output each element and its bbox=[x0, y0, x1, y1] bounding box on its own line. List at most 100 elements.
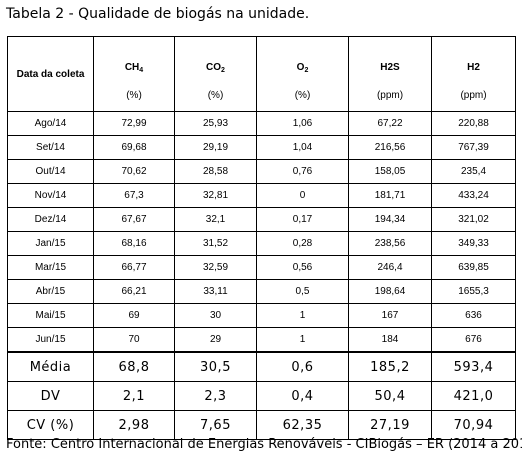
cell: 69 bbox=[93, 303, 175, 328]
row-date: Out/14 bbox=[7, 159, 94, 184]
cell: 33,11 bbox=[174, 279, 257, 304]
row-date: Jun/15 bbox=[7, 327, 94, 353]
data-rows: Ago/14 72,99 25,93 1,06 67,22 220,88 Set/14 69… bbox=[7, 111, 516, 353]
cell: 25,93 bbox=[174, 111, 257, 136]
column-header-ch4: CH4 bbox=[93, 36, 175, 79]
table-row: Mai/15 69 30 1 167 636 bbox=[7, 303, 516, 328]
cell: 2,98 bbox=[93, 410, 175, 440]
unit-h2s: (ppm) bbox=[348, 79, 432, 112]
summary-row-dv: DV 2,1 2,3 0,4 50,4 421,0 bbox=[7, 381, 516, 411]
table-header: Data da coleta CH4 CO2 O2 H2S H2 (%) (%)… bbox=[7, 36, 516, 112]
table-row: Abr/15 66,21 33,11 0,5 198,64 1655,3 bbox=[7, 279, 516, 304]
cell: 0,28 bbox=[256, 231, 349, 256]
cell: 7,65 bbox=[174, 410, 257, 440]
column-header-co2: CO2 bbox=[174, 36, 257, 79]
cell: 349,33 bbox=[431, 231, 516, 256]
table-row: Jan/15 68,16 31,52 0,28 238,56 349,33 bbox=[7, 231, 516, 256]
cell: 66,77 bbox=[93, 255, 175, 280]
cell: 1 bbox=[256, 327, 349, 353]
cell: 238,56 bbox=[348, 231, 432, 256]
cell: 66,21 bbox=[93, 279, 175, 304]
summary-row-cv: CV (%) 2,98 7,65 62,35 27,19 70,94 bbox=[7, 410, 516, 440]
cell: 2,1 bbox=[93, 381, 175, 411]
table-row: Mar/15 66,77 32,59 0,56 246,4 639,85 bbox=[7, 255, 516, 280]
cell: 70,62 bbox=[93, 159, 175, 184]
unit-co2: (%) bbox=[174, 79, 257, 112]
cell: 676 bbox=[431, 327, 516, 353]
table-row: Set/14 69,68 29,19 1,04 216,56 767,39 bbox=[7, 135, 516, 160]
cell: 70,94 bbox=[431, 410, 516, 440]
cell: 32,59 bbox=[174, 255, 257, 280]
summary-label: DV bbox=[7, 381, 94, 411]
cell: 767,39 bbox=[431, 135, 516, 160]
cell: 28,58 bbox=[174, 159, 257, 184]
column-header-h2s: H2S bbox=[348, 36, 432, 79]
cell: 0,76 bbox=[256, 159, 349, 184]
cell: 181,71 bbox=[348, 183, 432, 208]
cell: 1,04 bbox=[256, 135, 349, 160]
row-label-header: Data da coleta bbox=[7, 36, 94, 112]
cell: 68,16 bbox=[93, 231, 175, 256]
cell: 50,4 bbox=[348, 381, 432, 411]
column-header-h2: H2 bbox=[431, 36, 516, 79]
summary-row-mean: Média 68,8 30,5 0,6 185,2 593,4 bbox=[7, 351, 516, 382]
cell: 639,85 bbox=[431, 255, 516, 280]
cell: 32,1 bbox=[174, 207, 257, 232]
cell: 0 bbox=[256, 183, 349, 208]
cell: 636 bbox=[431, 303, 516, 328]
cell: 220,88 bbox=[431, 111, 516, 136]
cell: 69,68 bbox=[93, 135, 175, 160]
cell: 67,67 bbox=[93, 207, 175, 232]
summary-rows: Média 68,8 30,5 0,6 185,2 593,4 DV 2,1 2,3 0,4 50… bbox=[7, 351, 516, 440]
cell: 1 bbox=[256, 303, 349, 328]
row-date: Nov/14 bbox=[7, 183, 94, 208]
cell: 1,06 bbox=[256, 111, 349, 136]
cell: 421,0 bbox=[431, 381, 516, 411]
cell: 0,5 bbox=[256, 279, 349, 304]
table-row: Jun/15 70 29 1 184 676 bbox=[7, 327, 516, 353]
cell: 433,24 bbox=[431, 183, 516, 208]
cell: 0,4 bbox=[256, 381, 349, 411]
cell: 216,56 bbox=[348, 135, 432, 160]
cell: 70 bbox=[93, 327, 175, 353]
cell: 167 bbox=[348, 303, 432, 328]
cell: 31,52 bbox=[174, 231, 257, 256]
cell: 198,64 bbox=[348, 279, 432, 304]
cell: 30,5 bbox=[174, 351, 257, 382]
row-date: Mar/15 bbox=[7, 255, 94, 280]
cell: 68,8 bbox=[93, 351, 175, 382]
biogas-quality-table: Data da coleta CH4 CO2 O2 H2S H2 (%) (%)… bbox=[7, 36, 516, 440]
cell: 0,17 bbox=[256, 207, 349, 232]
cell: 27,19 bbox=[348, 410, 432, 440]
row-date: Jan/15 bbox=[7, 231, 94, 256]
row-date: Set/14 bbox=[7, 135, 94, 160]
row-date: Abr/15 bbox=[7, 279, 94, 304]
unit-ch4: (%) bbox=[93, 79, 175, 112]
cell: 0,56 bbox=[256, 255, 349, 280]
unit-h2: (ppm) bbox=[431, 79, 516, 112]
cell: 593,4 bbox=[431, 351, 516, 382]
table-row: Ago/14 72,99 25,93 1,06 67,22 220,88 bbox=[7, 111, 516, 136]
table-row: Dez/14 67,67 32,1 0,17 194,34 321,02 bbox=[7, 207, 516, 232]
cell: 184 bbox=[348, 327, 432, 353]
cell: 1655,3 bbox=[431, 279, 516, 304]
row-date: Dez/14 bbox=[7, 207, 94, 232]
cell: 29,19 bbox=[174, 135, 257, 160]
table-row: Nov/14 67,3 32,81 0 181,71 433,24 bbox=[7, 183, 516, 208]
column-header-o2: O2 bbox=[256, 36, 349, 79]
cell: 321,02 bbox=[431, 207, 516, 232]
summary-label: CV (%) bbox=[7, 410, 94, 440]
row-date: Ago/14 bbox=[7, 111, 94, 136]
cell: 235,4 bbox=[431, 159, 516, 184]
cell: 62,35 bbox=[256, 410, 349, 440]
cell: 32,81 bbox=[174, 183, 257, 208]
table-caption: Tabela 2 - Qualidade de biogás na unidad… bbox=[6, 6, 310, 22]
cell: 30 bbox=[174, 303, 257, 328]
table-row: Out/14 70,62 28,58 0,76 158,05 235,4 bbox=[7, 159, 516, 184]
summary-label: Média bbox=[7, 351, 94, 382]
cell: 67,3 bbox=[93, 183, 175, 208]
row-date: Mai/15 bbox=[7, 303, 94, 328]
cell: 194,34 bbox=[348, 207, 432, 232]
cell: 246,4 bbox=[348, 255, 432, 280]
cell: 185,2 bbox=[348, 351, 432, 382]
